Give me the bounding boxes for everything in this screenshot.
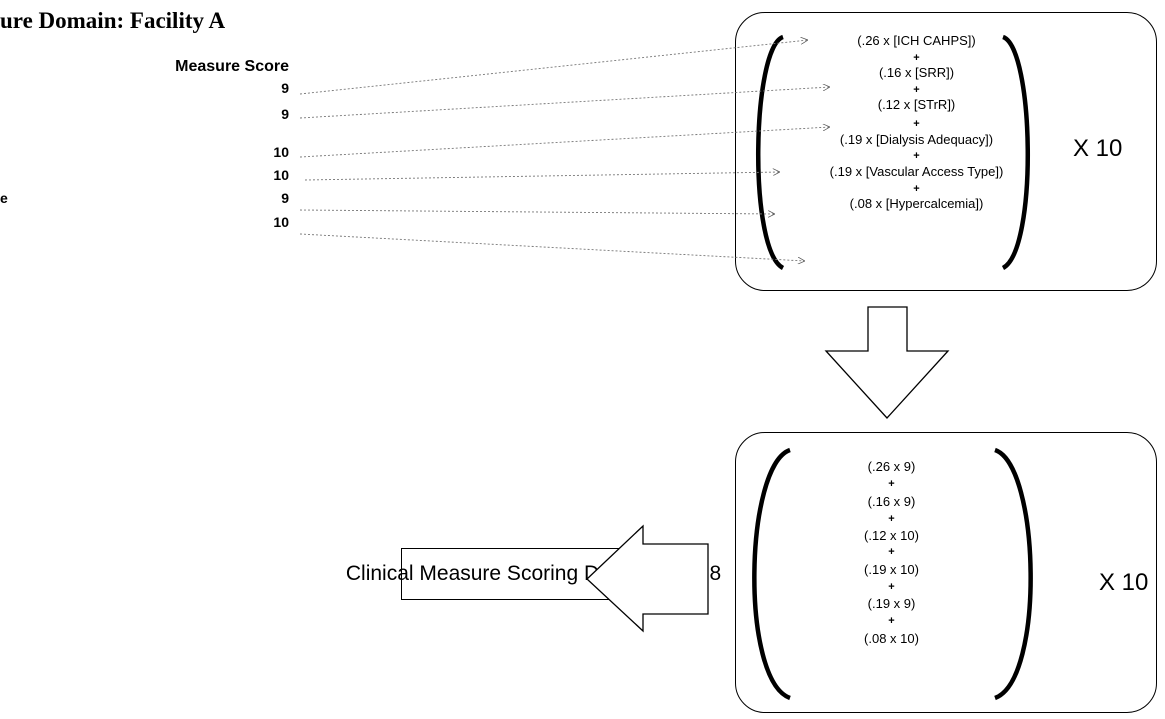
multiplier-label: X 10 bbox=[1099, 569, 1149, 596]
measure-score-header: Measure Score bbox=[175, 58, 289, 75]
plus-sign: + bbox=[888, 546, 895, 558]
formula-box: (.26 x [ICH CAHPS]) + (.16 x [SRR]) + (.… bbox=[735, 12, 1157, 291]
measure-score-strr: 10 bbox=[273, 144, 289, 160]
connector-arrow bbox=[299, 87, 830, 119]
computed-term-strr: (.12 x 10) bbox=[864, 528, 919, 543]
left-arrow-icon bbox=[586, 524, 709, 633]
plus-sign: + bbox=[888, 615, 895, 627]
plus-sign: + bbox=[913, 52, 920, 64]
plus-sign: + bbox=[888, 513, 895, 525]
down-arrow-icon bbox=[824, 306, 950, 419]
left-bracket bbox=[755, 34, 785, 270]
formula-term-vascular-access: (.19 x [Vascular Access Type]) bbox=[829, 164, 1004, 179]
multiplier-label: X 10 bbox=[1073, 135, 1123, 162]
plus-sign: + bbox=[888, 581, 895, 593]
plus-sign: + bbox=[913, 118, 920, 130]
plus-sign: + bbox=[913, 183, 920, 195]
formula-term-ich-cahps: (.26 x [ICH CAHPS]) bbox=[857, 33, 976, 48]
measure-score-ich-cahps: 9 bbox=[281, 80, 289, 96]
computed-term-ich-cahps: (.26 x 9) bbox=[867, 459, 916, 474]
connector-arrow bbox=[299, 40, 808, 95]
computed-term-dialysis-adequacy: (.19 x 10) bbox=[864, 562, 919, 577]
formula-term-strr: (.12 x [STrR]) bbox=[877, 97, 956, 112]
computed-term-srr: (.16 x 9) bbox=[867, 494, 916, 509]
right-bracket bbox=[1001, 34, 1031, 270]
left-bracket bbox=[752, 447, 792, 701]
measure-score-vascular-access: 9 bbox=[281, 190, 289, 206]
connector-arrow bbox=[299, 233, 805, 261]
right-bracket bbox=[993, 447, 1033, 701]
plus-sign: + bbox=[913, 150, 920, 162]
computed-term-vascular-access: (.19 x 9) bbox=[867, 596, 916, 611]
plus-sign: + bbox=[913, 84, 920, 96]
measure-score-hypercalcemia: 10 bbox=[273, 214, 289, 230]
connector-arrow bbox=[299, 127, 830, 158]
measure-score-dialysis-adequacy: 10 bbox=[273, 167, 289, 183]
computed-term-hypercalcemia: (.08 x 10) bbox=[864, 631, 919, 646]
measure-score-srr: 9 bbox=[281, 106, 289, 122]
page-title: ure Domain: Facility A bbox=[0, 8, 226, 33]
formula-term-hypercalcemia: (.08 x [Hypercalcemia]) bbox=[849, 196, 984, 211]
truncated-label-fragment: e bbox=[0, 190, 8, 206]
formula-term-srr: (.16 x [SRR]) bbox=[878, 65, 955, 80]
formula-term-dialysis-adequacy: (.19 x [Dialysis Adequacy]) bbox=[839, 132, 994, 147]
connector-arrow bbox=[299, 209, 775, 214]
connector-arrow bbox=[304, 172, 780, 181]
computed-formula-box: (.26 x 9) + (.16 x 9) + (.12 x 10) + (.1… bbox=[735, 432, 1157, 713]
plus-sign: + bbox=[888, 478, 895, 490]
